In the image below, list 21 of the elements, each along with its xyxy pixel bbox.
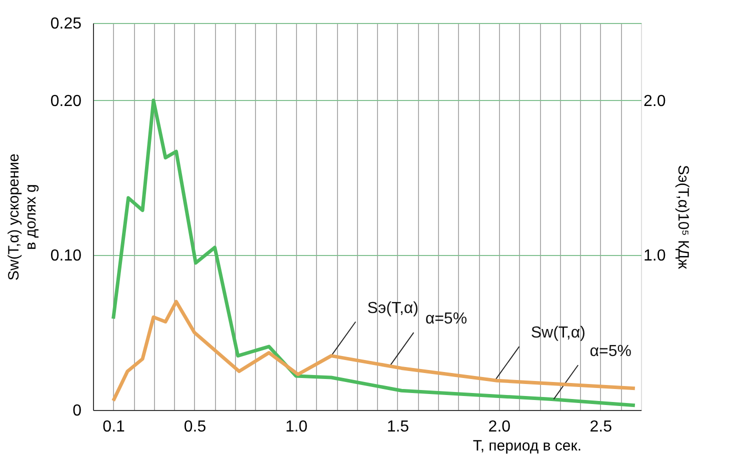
y-axis-title: Sw(T,α) ускорение в долях g xyxy=(5,154,40,280)
annotation: Sw(T,α) xyxy=(530,324,586,342)
x-tick-label: 2.5 xyxy=(590,418,612,436)
y-tick-label: 0.25 xyxy=(50,16,82,32)
x-tick-label: 1.5 xyxy=(386,418,410,436)
x-axis-title: T, период в сек. xyxy=(472,438,582,454)
y2-axis-title: Sэ(T,α)10⁵ КДж xyxy=(674,165,692,269)
annotation: α=5% xyxy=(425,310,468,328)
y2-tick-label: 2.0 xyxy=(644,92,666,110)
x-tick-label: 1.0 xyxy=(285,418,308,436)
y-tick-label: 0 xyxy=(72,402,82,420)
x-tick-label: 2.0 xyxy=(488,418,511,436)
y-tick-label: 0.10 xyxy=(50,248,82,265)
x-tick-label: 0.5 xyxy=(184,418,206,436)
y2-tick-label: 1.0 xyxy=(644,248,666,265)
x-tick-label: 0.1 xyxy=(102,418,126,436)
annotation: α=5% xyxy=(590,343,632,360)
y-tick-label: 0.20 xyxy=(50,92,82,110)
line-series xyxy=(112,300,637,402)
annotation: Sэ(T,α) xyxy=(367,300,418,317)
line-series xyxy=(112,98,637,408)
